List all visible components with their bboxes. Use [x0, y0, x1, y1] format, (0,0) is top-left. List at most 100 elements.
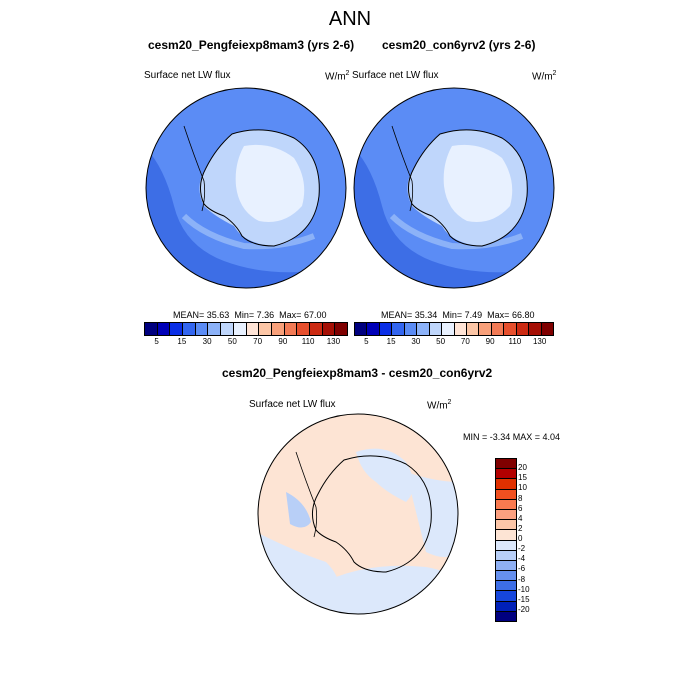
colorbar-swatch [404, 323, 418, 335]
colorbar-tick-label: 90 [278, 337, 288, 346]
colorbar-swatch [496, 560, 516, 572]
panel2-stats: MEAN= 35.34 Min= 7.49 Max= 66.80 [381, 310, 535, 320]
colorbar-swatch [379, 323, 393, 335]
colorbar-swatch [183, 323, 196, 335]
colorbar-swatch [271, 323, 285, 335]
colorbar-swatch [355, 323, 368, 335]
colorbar-swatch [491, 323, 505, 335]
colorbar-swatch [496, 601, 516, 612]
colorbar-swatch [496, 489, 516, 500]
colorbar-tick-label: 5 [154, 337, 159, 346]
colorbar-swatch [496, 479, 516, 490]
colorbar-swatch [195, 323, 209, 335]
colorbar-tick-label: 5 [364, 337, 369, 346]
colorbar-tick-label: 10 [518, 483, 527, 493]
colorbar-tick-label: -4 [518, 554, 526, 564]
colorbar-tick-label: 20 [518, 463, 527, 473]
panel2-variable: Surface net LW flux [352, 70, 439, 81]
colorbar-tick-label: 15 [386, 337, 396, 346]
colorbar-swatch [221, 323, 234, 335]
colorbar-tick-label: -8 [518, 574, 526, 584]
colorbar-swatch [541, 323, 553, 335]
panel1-variable: Surface net LW flux [144, 70, 231, 81]
colorbar-tick-label: -15 [518, 594, 530, 604]
diff-variable: Surface net LW flux [249, 399, 336, 410]
colorbar-swatch [516, 323, 530, 335]
colorbar-swatch [496, 509, 516, 521]
colorbar-swatch [479, 323, 492, 335]
panel1-title: cesm20_Pengfeiexp8mam3 (yrs 2-6) [148, 38, 355, 52]
colorbar-swatch [496, 611, 516, 621]
panel1-stats: MEAN= 35.63 Min= 7.36 Max= 67.00 [173, 310, 327, 320]
colorbar-tick-label: 6 [518, 503, 523, 513]
panel2-title: cesm20_con6yrv2 (yrs 2-6) [382, 38, 536, 52]
colorbar-swatch [442, 323, 455, 335]
panel1-unit: W/m2 [325, 70, 350, 83]
colorbar-tick-label: -10 [518, 584, 530, 594]
panel2-colorbar [354, 322, 554, 336]
colorbar-tick-label: 50 [436, 337, 446, 346]
colorbar-swatch [392, 323, 405, 335]
colorbar-swatch [496, 540, 516, 551]
colorbar-swatch [496, 581, 516, 592]
colorbar-tick-label: 130 [532, 337, 547, 346]
colorbar-swatch [454, 323, 467, 335]
colorbar-tick-label: 110 [301, 337, 315, 346]
colorbar-swatch [246, 323, 260, 335]
colorbar-swatch [259, 323, 272, 335]
colorbar-tick-label: 70 [460, 337, 470, 346]
panel2-colorbar-labels: 5 15 30 50 70 90 110 130 [354, 337, 552, 349]
colorbar-swatch [297, 323, 310, 335]
colorbar-swatch [496, 469, 516, 480]
panel2-map [353, 87, 555, 289]
colorbar-tick-label: 4 [518, 513, 523, 523]
panel1-map [145, 87, 347, 289]
colorbar-swatch [145, 323, 158, 335]
colorbar-tick-label: -2 [518, 544, 526, 554]
diff-unit: W/m2 [427, 399, 452, 412]
colorbar-tick-label: 15 [177, 337, 187, 346]
colorbar-swatch [496, 499, 516, 510]
panel1-colorbar-labels: 5 15 30 50 70 90 110 130 [144, 337, 346, 349]
colorbar-swatch [496, 571, 516, 582]
panel1-colorbar [144, 322, 348, 336]
diff-title: cesm20_Pengfeiexp8mam3 - cesm20_con6yrv2 [222, 366, 493, 380]
colorbar-tick-label: 110 [508, 337, 522, 346]
colorbar-swatch [309, 323, 323, 335]
figure-title: ANN [328, 8, 372, 30]
colorbar-tick-label: 90 [485, 337, 495, 346]
colorbar-tick-label: 2 [518, 523, 523, 533]
diff-colorbar [495, 458, 517, 622]
colorbar-swatch [496, 520, 516, 531]
colorbar-swatch [496, 550, 516, 561]
colorbar-tick-label: 8 [518, 493, 523, 503]
colorbar-tick-label: 0 [518, 534, 523, 543]
colorbar-tick-label: 70 [253, 337, 263, 346]
colorbar-swatch [429, 323, 443, 335]
panel2-unit: W/m2 [532, 70, 557, 83]
diff-minmax: MIN = -3.34 MAX = 4.04 [463, 432, 561, 442]
colorbar-swatch [529, 323, 542, 335]
colorbar-tick-label: 15 [518, 473, 527, 483]
colorbar-swatch [322, 323, 336, 335]
colorbar-swatch [170, 323, 184, 335]
colorbar-swatch [367, 323, 380, 335]
colorbar-tick-label: 130 [326, 337, 341, 346]
colorbar-swatch [504, 323, 517, 335]
colorbar-tick-label: 50 [227, 337, 237, 346]
colorbar-swatch [233, 323, 247, 335]
colorbar-swatch [157, 323, 171, 335]
colorbar-tick-label: -20 [518, 604, 530, 614]
colorbar-swatch [208, 323, 222, 335]
colorbar-swatch [466, 323, 480, 335]
colorbar-tick-label: 30 [202, 337, 212, 346]
colorbar-swatch [335, 323, 347, 335]
colorbar-tick-label: -6 [518, 564, 526, 574]
colorbar-swatch [496, 591, 516, 602]
diff-colorbar-labels: 20 15 10 8 6 4 2 0 -2 -4 -6 -8 -10 -15 -20 [518, 458, 558, 620]
colorbar-tick-label: 30 [411, 337, 421, 346]
colorbar-swatch [496, 530, 516, 541]
diff-map [257, 413, 459, 615]
colorbar-swatch [496, 459, 516, 470]
colorbar-swatch [417, 323, 430, 335]
